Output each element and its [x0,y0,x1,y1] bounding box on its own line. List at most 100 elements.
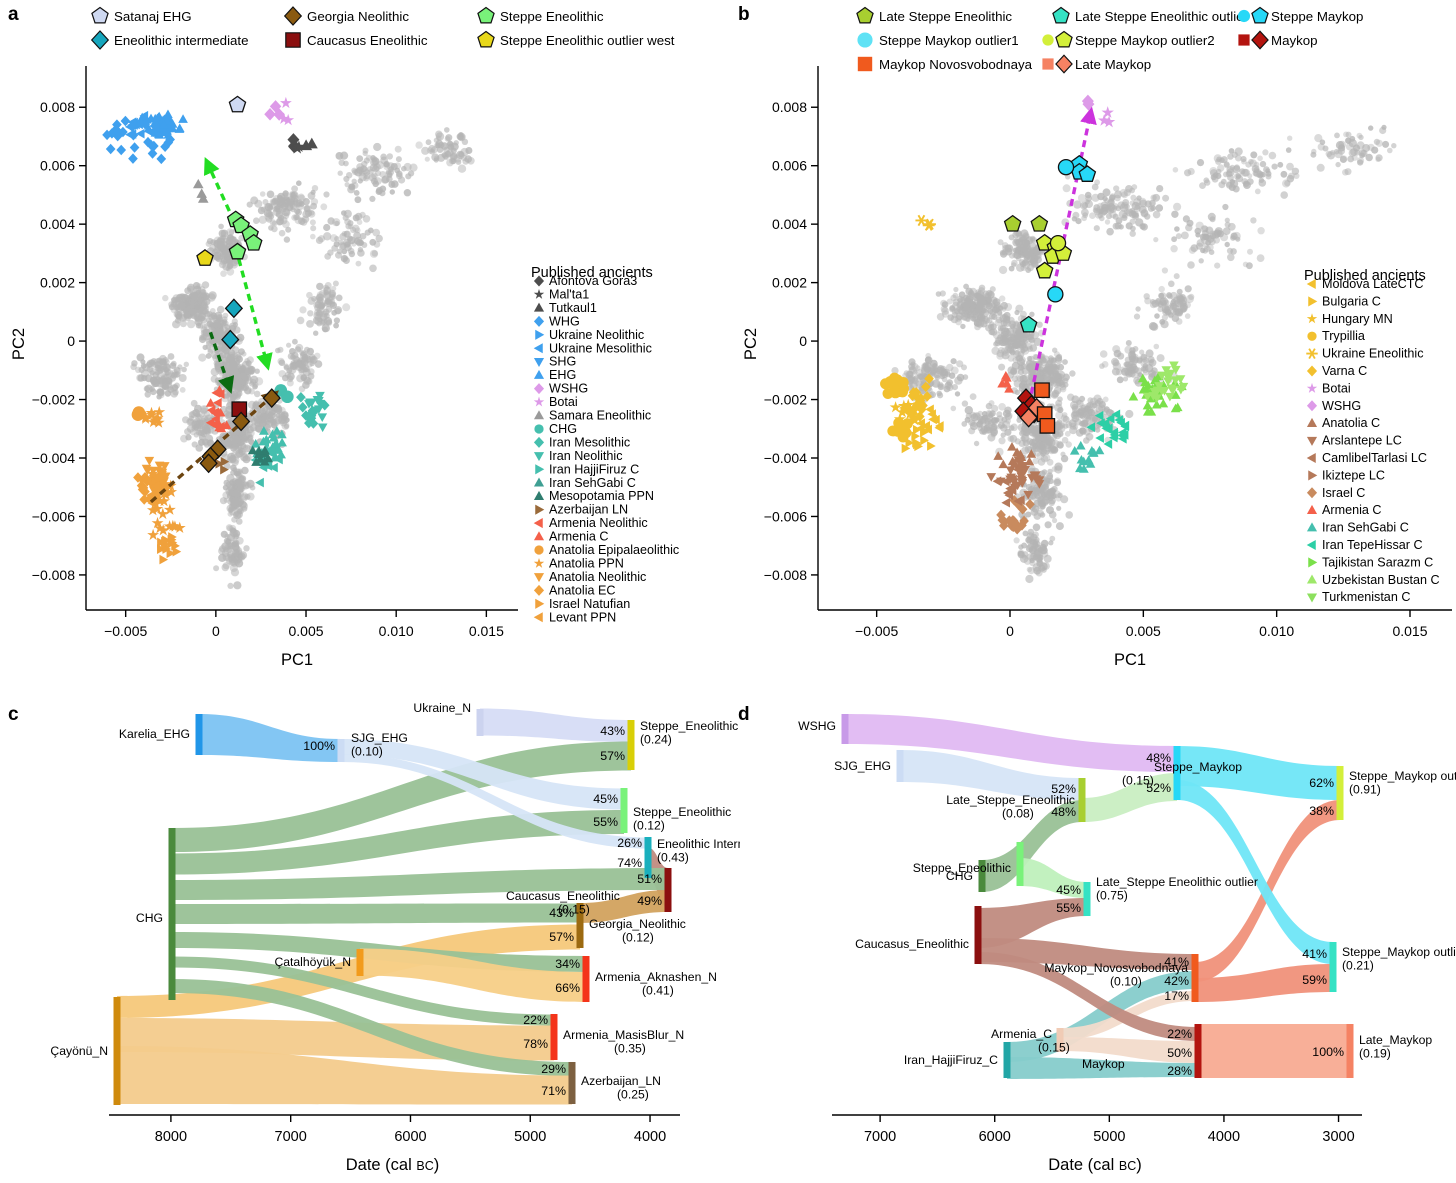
published-legend-item[interactable]: Tutkaul1 [533,301,597,315]
published-legend-item[interactable]: Ukraine Eneolithic [1306,347,1424,361]
legend-item[interactable]: Satanaj EHG [91,6,192,25]
published-legend-item[interactable]: Tajikistan Sarazm C [1308,555,1433,569]
sankey-node[interactable] [195,714,203,755]
published-legend-item[interactable]: Mal'ta1 [533,287,589,301]
published-legend-item[interactable]: CamlibelTarlasi LC [1306,451,1427,465]
published-legend-item[interactable]: Trypillia [1307,329,1365,343]
legend-item[interactable]: Maykop Novosvobodnaya [857,56,1033,72]
published-legend-item[interactable]: Anatolia Neolithic [533,570,646,584]
svg-text:−0.005: −0.005 [104,623,147,639]
published-point [924,373,934,384]
published-legend-item[interactable]: Iran HajjiFiruz C [535,462,639,476]
legend-item[interactable]: Eneolithic intermediate [90,30,249,50]
sankey-node[interactable] [1056,1028,1064,1052]
legend-item[interactable]: Georgia Neolithic [283,6,410,26]
published-legend-item[interactable]: Iran TepeHissar C [1306,538,1423,552]
published-legend-item[interactable]: Botai [1306,381,1351,395]
published-legend-item[interactable]: Armenia C [1306,503,1382,517]
published-legend-item[interactable]: Armenia C [533,530,609,544]
published-legend-item[interactable]: Ikiztepe LC [1308,468,1385,482]
published-legend-item[interactable]: Anatolia EC [533,583,616,597]
published-legend-item[interactable]: WSHG [533,382,588,396]
published-legend-item[interactable]: Bulgaria C [1308,294,1381,308]
sankey-node[interactable] [974,906,982,964]
published-legend-item[interactable]: Anatolia C [1306,416,1380,430]
sankey-node[interactable] [896,750,904,782]
published-legend-item[interactable]: Arslantepe LC [1306,434,1402,448]
sankey-node[interactable] [644,837,652,878]
published-legend-item[interactable]: Samara Eneolithic [533,409,651,423]
published-point [1004,490,1014,501]
sankey-percent-label: 41% [1164,955,1189,969]
sankey-node[interactable] [1346,1024,1354,1078]
sankey-node[interactable] [1191,954,1199,1002]
sankey-node[interactable] [1173,746,1181,800]
sankey-node[interactable] [841,714,849,744]
published-legend-item[interactable]: Anatolia Epipalaeolithic [534,543,679,557]
legend-label: Steppe Maykop outlier1 [879,33,1019,48]
sankey-node[interactable] [1083,882,1091,916]
sankey-node[interactable] [337,739,345,762]
sankey-node[interactable] [113,997,121,1105]
published-legend-item[interactable]: Iran SehGabi C [1306,521,1409,535]
legend-item[interactable]: Steppe Eneolithic outlier west [477,30,675,49]
published-legend-item[interactable]: Levant PPN [533,610,616,624]
legend-item[interactable]: Steppe Maykop outlier1 [857,32,1019,48]
published-legend-item[interactable]: CHG [534,422,577,436]
sankey-node[interactable] [576,903,584,948]
published-legend-item[interactable]: Israel C [1306,486,1365,500]
published-legend-item[interactable]: Armenia Neolithic [533,516,648,530]
published-legend-item[interactable]: Iran Neolithic [533,449,623,463]
legend-item[interactable]: Maykop [1238,30,1318,50]
published-legend-item[interactable]: Turkmenistan C [1306,590,1410,604]
sankey-node[interactable] [1336,766,1344,820]
published-legend-item[interactable]: EHG [533,368,576,382]
sankey-node[interactable] [550,1014,558,1060]
sankey-node[interactable] [978,860,986,892]
published-legend-item[interactable]: Botai [533,395,578,409]
published-legend-item[interactable]: Moldova LateCTC [1306,277,1424,291]
published-legend-item[interactable]: Ukraine Mesolithic [533,341,652,355]
legend-item[interactable]: Late Steppe Eneolithic outlier [1052,6,1249,25]
legend-item[interactable]: Late Steppe Eneolithic [856,6,1012,25]
sankey-node[interactable] [568,1062,576,1104]
sankey-node[interactable] [1194,1024,1202,1078]
sankey-node[interactable] [1016,842,1024,886]
published-point [1012,481,1023,491]
sankey-node[interactable] [1078,778,1086,822]
sankey-node[interactable] [168,828,176,1000]
published-point [143,136,153,148]
published-legend-item[interactable]: Azerbaijan LN [535,503,628,517]
legend-item[interactable]: Steppe Maykop outlier2 [1042,30,1215,49]
sankey-node[interactable] [1003,1042,1011,1078]
published-legend-item[interactable]: Hungary MN [1306,312,1393,326]
published-legend-item[interactable]: Iran SehGabi C [533,476,636,490]
published-point [1102,115,1116,128]
sankey-node[interactable] [664,868,672,912]
published-legend-item[interactable]: Afontova Gora3 [533,274,637,288]
published-legend-item[interactable]: Anatolia PPN [533,556,624,570]
axes: −0.008 −0.006 −0.004 −0.002 0 0.002 0.004 0.006… [742,66,1452,669]
sankey-node[interactable] [356,949,364,976]
published-legend-item[interactable]: WHG [533,314,580,328]
published-legend-item[interactable]: Ukraine Neolithic [535,328,644,342]
sankey-node[interactable] [620,788,628,833]
published-point [220,464,229,475]
published-legend-item[interactable]: SHG [533,355,576,369]
sankey-node[interactable] [1329,942,1337,992]
legend-item[interactable]: Steppe Eneolithic [477,6,604,25]
published-legend-item[interactable]: Uzbekistan Bustan C [1306,573,1440,587]
sankey-node[interactable] [582,956,590,1002]
legend-item[interactable]: Steppe Maykop [1237,6,1363,25]
published-legend-item[interactable]: WSHG [1306,399,1361,413]
sankey-node[interactable] [627,720,635,770]
published-legend-label: Moldova LateCTC [1322,277,1424,291]
published-legend-item[interactable]: Mesopotamia PPN [533,489,654,503]
published-legend-item[interactable]: Israel Natufian [535,597,630,611]
published-legend-label: Samara Eneolithic [549,409,651,423]
sankey-node[interactable] [476,709,484,736]
published-legend-item[interactable]: Iran Mesolithic [533,435,630,449]
legend-item[interactable]: Caucasus Eneolithic [285,32,428,48]
published-legend-item[interactable]: Varna C [1306,364,1367,378]
legend-item[interactable]: Late Maykop [1042,54,1151,74]
